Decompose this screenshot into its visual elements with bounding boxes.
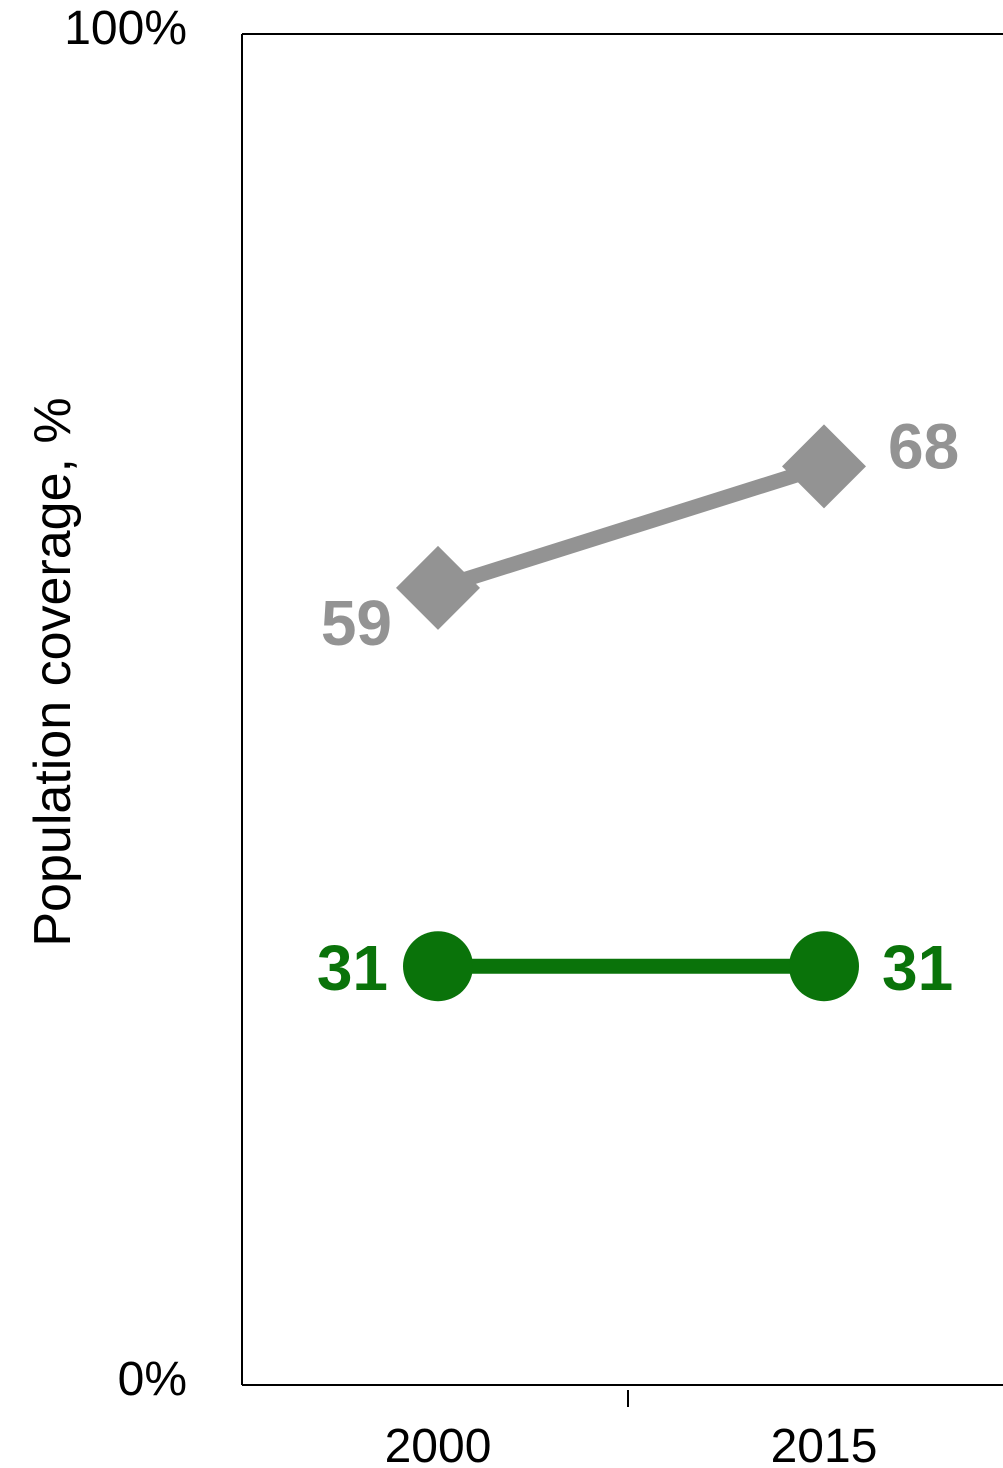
plot-frame bbox=[241, 33, 1003, 1386]
y-axis-ticks: 0% 100% bbox=[64, 2, 187, 1406]
series-1: 59 68 bbox=[321, 410, 959, 659]
series-layer: 59 68 31 31 bbox=[317, 410, 959, 1004]
series-1-data-label-2015: 68 bbox=[888, 410, 959, 482]
series-1-point-2000 bbox=[396, 545, 480, 630]
series-2: 31 31 bbox=[317, 931, 953, 1004]
series-2-point-2015 bbox=[789, 931, 859, 1002]
series-2-data-label-2000: 31 bbox=[317, 932, 388, 1004]
y-axis-title: Population coverage, % bbox=[24, 397, 82, 946]
series-1-line bbox=[435, 459, 827, 596]
x-axis-ticks: 2000 2015 bbox=[385, 1390, 878, 1468]
x-tick-label-2015: 2015 bbox=[771, 1420, 878, 1468]
series-2-point-2000 bbox=[403, 931, 473, 1002]
series-1-data-label-2000: 59 bbox=[321, 587, 392, 659]
series-2-data-label-2015: 31 bbox=[882, 932, 953, 1004]
x-tick-label-2000: 2000 bbox=[385, 1420, 492, 1468]
y-tick-label-100pct: 100% bbox=[64, 2, 187, 55]
y-tick-label-0pct: 0% bbox=[118, 1353, 187, 1406]
series-1-point-2015 bbox=[782, 424, 866, 509]
